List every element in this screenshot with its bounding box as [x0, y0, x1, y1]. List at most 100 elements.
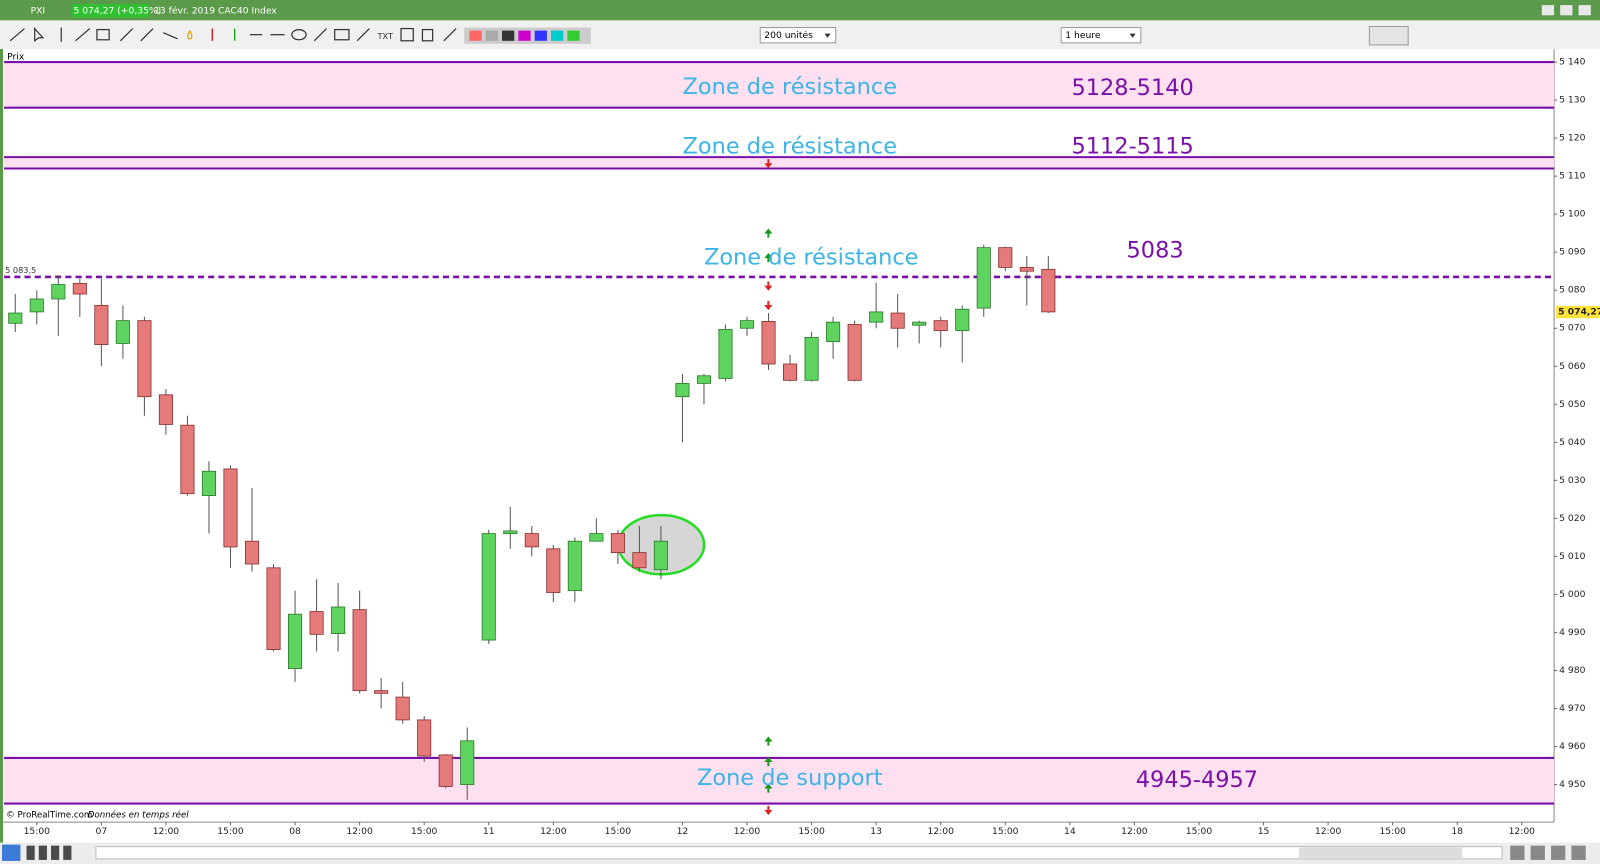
candle-body: [94, 305, 109, 346]
scroll-thumb[interactable]: [1298, 847, 1463, 858]
candle-body: [653, 540, 668, 571]
candle-body: [890, 312, 905, 329]
candle-body: [503, 530, 518, 534]
last-price-box: [1556, 305, 1599, 319]
instrument[interactable]: PXI: [31, 6, 46, 17]
candle-body: [180, 424, 195, 495]
y-tick-label: 5 070: [1559, 323, 1585, 334]
level-annotation: Zone de résistance: [704, 245, 919, 271]
y-tick-label: 5 110: [1559, 171, 1585, 182]
candle-body: [374, 690, 389, 694]
candle-body: [869, 311, 884, 323]
x-tick-label: 15:00: [217, 826, 244, 837]
window-button[interactable]: [1560, 5, 1573, 16]
candle-body: [72, 282, 87, 295]
x-tick-label: 15:00: [605, 826, 632, 837]
x-tick-label: 15:00: [1186, 826, 1213, 837]
period-select[interactable]: [1060, 27, 1142, 44]
zone-label: Zone de résistance: [683, 74, 898, 100]
plot-area: [4, 61, 1555, 805]
candle-body: [933, 320, 948, 331]
candle-body: [352, 609, 367, 692]
quote-box: [71, 4, 149, 18]
candle-body: [266, 567, 281, 650]
scrollbar[interactable]: [95, 846, 1503, 860]
zoom-button[interactable]: [1551, 845, 1566, 860]
chart-type-button[interactable]: [1368, 26, 1409, 46]
window-button[interactable]: [1578, 5, 1591, 16]
tool-icons[interactable]: TXT: [9, 26, 457, 43]
price-axis: [1554, 48, 1600, 823]
level-value: 5083: [1127, 237, 1184, 263]
x-tick-label: 12:00: [346, 826, 373, 837]
x-tick-label: 15:00: [24, 826, 51, 837]
svg-text:TXT: TXT: [377, 31, 393, 41]
last-price-label: 5 074,27: [1558, 307, 1600, 318]
candle-body: [761, 320, 776, 365]
candle-body: [632, 552, 647, 569]
candle-body: [115, 320, 130, 344]
x-tick-label: 15:00: [992, 826, 1019, 837]
x-tick-label: 15:00: [1379, 826, 1406, 837]
window-button[interactable]: [1541, 5, 1555, 16]
x-tick-label: 12:00: [1315, 826, 1342, 837]
units-select[interactable]: [759, 27, 837, 44]
nav-button[interactable]: [38, 845, 47, 860]
y-tick-label: 5 120: [1559, 133, 1585, 144]
y-tick-label: 5 140: [1559, 57, 1585, 68]
period: 1 heure: [1065, 30, 1101, 41]
candle-body: [417, 719, 432, 757]
zoom-button[interactable]: [1510, 845, 1525, 860]
x-tick-label: 14: [1064, 826, 1076, 837]
y-tick-label: 5 030: [1559, 475, 1585, 486]
candle-body: [912, 321, 927, 326]
candle-body: [1041, 268, 1056, 313]
candle-body: [783, 363, 798, 381]
y-tick-label: 4 990: [1559, 627, 1585, 638]
units: 200 unités: [764, 30, 813, 41]
frame-border: [0, 48, 4, 845]
candle-body: [546, 548, 561, 593]
zoom-button[interactable]: [1571, 845, 1586, 860]
candle-body: [460, 740, 475, 785]
candle-body: [8, 312, 23, 324]
candle-body: [331, 606, 346, 635]
color-palette[interactable]: [464, 27, 591, 44]
candle-body: [675, 382, 690, 398]
y-tick-label: 4 980: [1559, 665, 1585, 676]
nav-button[interactable]: [51, 845, 60, 860]
signal-arrows: [764, 159, 773, 816]
quote: 5 074,27 (+0,35%): [73, 6, 161, 17]
x-tick-label: 13: [870, 826, 882, 837]
footer-note: Données en temps réel: [88, 810, 190, 821]
zone-range: 5128-5140: [1071, 75, 1193, 101]
x-tick-label: 12:00: [1509, 826, 1536, 837]
level-label: 5 083,5: [5, 265, 36, 275]
candle-body: [955, 308, 970, 331]
candle-body: [826, 321, 841, 342]
candle-body: [201, 470, 217, 496]
info: 13 févr. 2019 CAC40 Index: [154, 6, 277, 17]
x-tick-label: 12:00: [540, 826, 567, 837]
footer: © ProRealTime.com: [6, 811, 92, 821]
x-tick-label: 12:00: [927, 826, 954, 837]
y-tick-label: 5 000: [1559, 589, 1585, 600]
nav-button[interactable]: [63, 845, 72, 860]
x-tick-label: 12:00: [1121, 826, 1148, 837]
nav-button[interactable]: [26, 845, 35, 860]
candle-body: [847, 324, 862, 381]
y-tick-label: 5 020: [1559, 513, 1585, 524]
candle-body: [589, 533, 604, 542]
annotations: Zone de résistance 5128-5140 Zone de résis…: [5, 74, 1258, 793]
candle-body: [158, 394, 173, 425]
candle-body: [29, 298, 44, 313]
candle-body: [51, 284, 66, 300]
share-button[interactable]: [2, 844, 21, 861]
candle-body: [309, 611, 324, 635]
candle-body: [395, 696, 410, 721]
zoom-button[interactable]: [1530, 845, 1545, 860]
x-tick-label: 12:00: [734, 826, 761, 837]
signal-arrows: [764, 228, 773, 793]
